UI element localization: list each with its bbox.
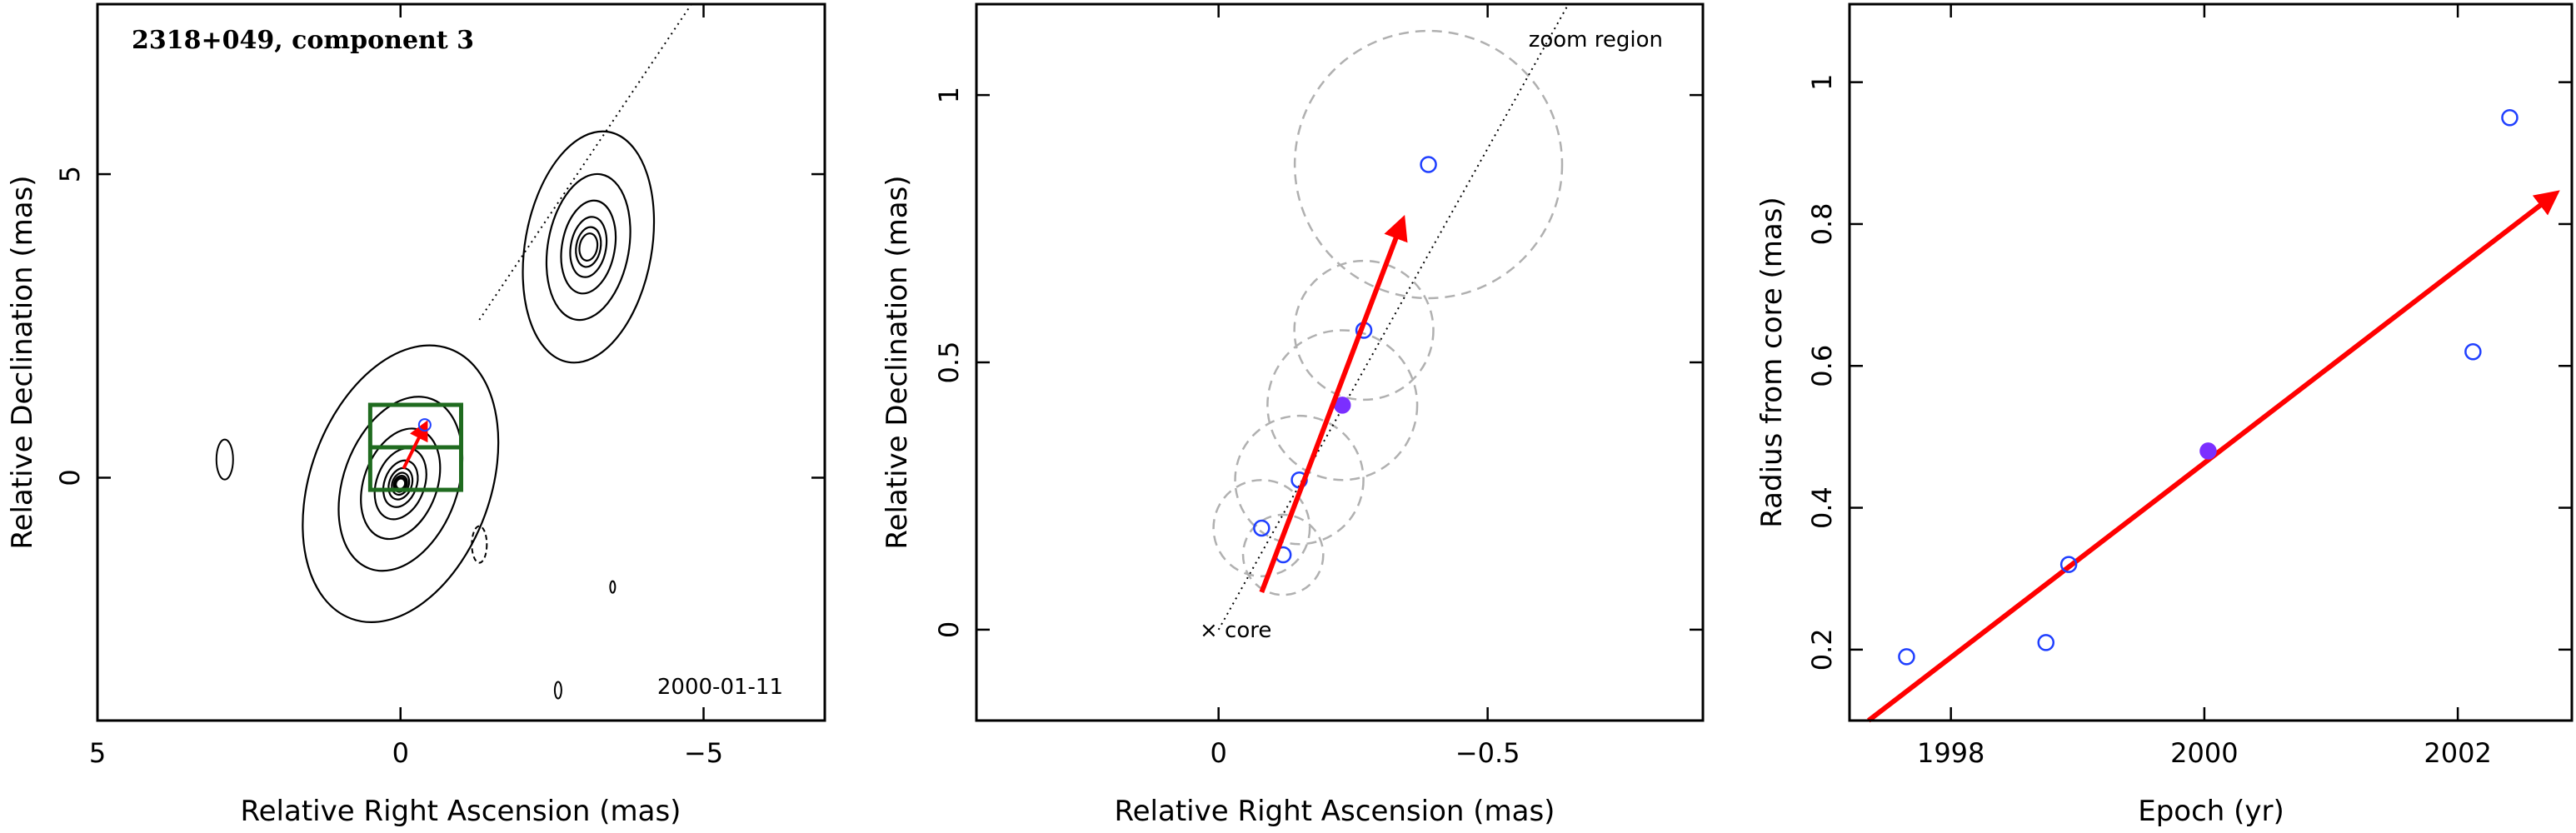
zoom-jet-axis <box>1217 3 1570 631</box>
radius-y-tick-label: 0.6 <box>1806 345 1838 387</box>
contour-x-tick-label: −5 <box>684 737 723 769</box>
contour-x-tick-label: 5 <box>89 737 106 769</box>
contour-level-jet <box>569 216 608 278</box>
radius-point-filled <box>2199 442 2217 460</box>
contour-level-core <box>391 471 411 496</box>
zoom-x-tick-label: −0.5 <box>1455 737 1520 769</box>
contour-level-jet <box>578 232 599 262</box>
zoom-y-axis-title: Relative Declination (mas) <box>881 175 914 549</box>
zoom-point <box>1420 156 1437 173</box>
zoom-region-label: zoom region <box>1529 27 1663 52</box>
radius-y-axis-title: Radius from core (mas) <box>1755 197 1789 527</box>
contour-blob <box>609 580 617 594</box>
contour-x-axis-title: Relative Right Ascension (mas) <box>241 795 681 828</box>
radius-point <box>2501 108 2519 127</box>
contour-level-core <box>302 344 500 623</box>
zoom-error-circle <box>1241 513 1325 596</box>
radius-y-tick-label: 0.8 <box>1806 203 1838 246</box>
contour-date-label: 2000-01-11 <box>657 675 783 700</box>
contour-x-tick-label: 0 <box>392 737 409 769</box>
contour-level-core <box>360 427 442 541</box>
zoom-panel: 0 −0.5 0 0.5 1 zoom region × core Relative R… <box>881 2 1705 828</box>
contour-y-tick-label: 0 <box>54 469 86 486</box>
zoom-plot-frame <box>975 2 1705 722</box>
contour-jet-axis <box>478 3 692 321</box>
contour-blob <box>215 438 234 481</box>
contour-plot-area <box>215 3 692 700</box>
zoom-plot-area <box>1212 3 1570 631</box>
zoom-y-tick-label: 0.5 <box>933 342 965 384</box>
contour-level-core <box>373 447 427 521</box>
zoom-y-tick-label: 0 <box>933 621 965 638</box>
contour-level-core <box>387 466 414 501</box>
contour-panel-title: 2318+049, component 3 <box>132 26 474 55</box>
radius-x-tick-label: 1998 <box>1917 737 1984 769</box>
zoom-error-circle <box>1293 259 1435 402</box>
radius-point <box>2037 634 2055 651</box>
zoom-point <box>1253 519 1271 537</box>
zoom-error-circle <box>1212 478 1311 577</box>
radius-y-tick-label: 1 <box>1806 73 1838 90</box>
radius-plot-frame <box>1848 2 2574 722</box>
radius-y-tick-label: 0.2 <box>1806 628 1838 671</box>
contour-position-marker <box>417 418 432 432</box>
contour-panel: 5 0 −505 2318+049, component 3 2000-01-11 … <box>6 2 826 828</box>
contour-level-jet <box>522 130 656 364</box>
zoom-x-tick-label: 0 <box>1210 737 1226 769</box>
contour-blob <box>553 681 562 700</box>
contour-ticks: 5 0 −5 0 5 <box>54 4 825 769</box>
zoom-motion-arrow <box>1259 215 1408 594</box>
radius-point <box>2059 556 2078 573</box>
contour-blob <box>471 525 488 564</box>
radius-y-tick-label: 0.4 <box>1806 486 1838 529</box>
radius-panel: 1998 2000 2002 0.2 0.4 0.6 0.8 1 Epoch (yr) Rad… <box>1755 2 2574 828</box>
radius-ticks: 1998 2000 2002 0.2 0.4 0.6 0.8 1 <box>1806 4 2572 769</box>
radius-point <box>2464 342 2482 361</box>
zoom-error-circle <box>1234 414 1365 546</box>
contour-level-jet <box>545 172 632 322</box>
zoom-y-tick-label: 1 <box>933 87 965 103</box>
radius-x-tick-label: 2002 <box>2424 737 2491 769</box>
zoom-ticks: 0 −0.5 0 0.5 1 <box>933 4 1703 769</box>
contour-y-tick-label: 5 <box>54 166 86 182</box>
contour-motion-arrow <box>402 420 428 470</box>
contour-level-jet <box>560 199 617 295</box>
zoom-x-axis-title: Relative Right Ascension (mas) <box>1115 795 1555 828</box>
contour-level-core <box>337 396 464 572</box>
contour-level-jet <box>575 226 602 268</box>
radius-point <box>1898 648 1915 666</box>
zoom-core-label: × core <box>1200 618 1271 643</box>
radius-x-tick-label: 2000 <box>2170 737 2238 769</box>
zoom-error-circle <box>1293 29 1564 300</box>
contour-plot-frame <box>96 2 826 722</box>
radius-plot-area <box>1866 108 2560 723</box>
contour-y-axis-title: Relative Declination (mas) <box>6 175 39 549</box>
radius-x-axis-title: Epoch (yr) <box>2138 795 2284 828</box>
zoom-error-circle <box>1266 329 1419 481</box>
